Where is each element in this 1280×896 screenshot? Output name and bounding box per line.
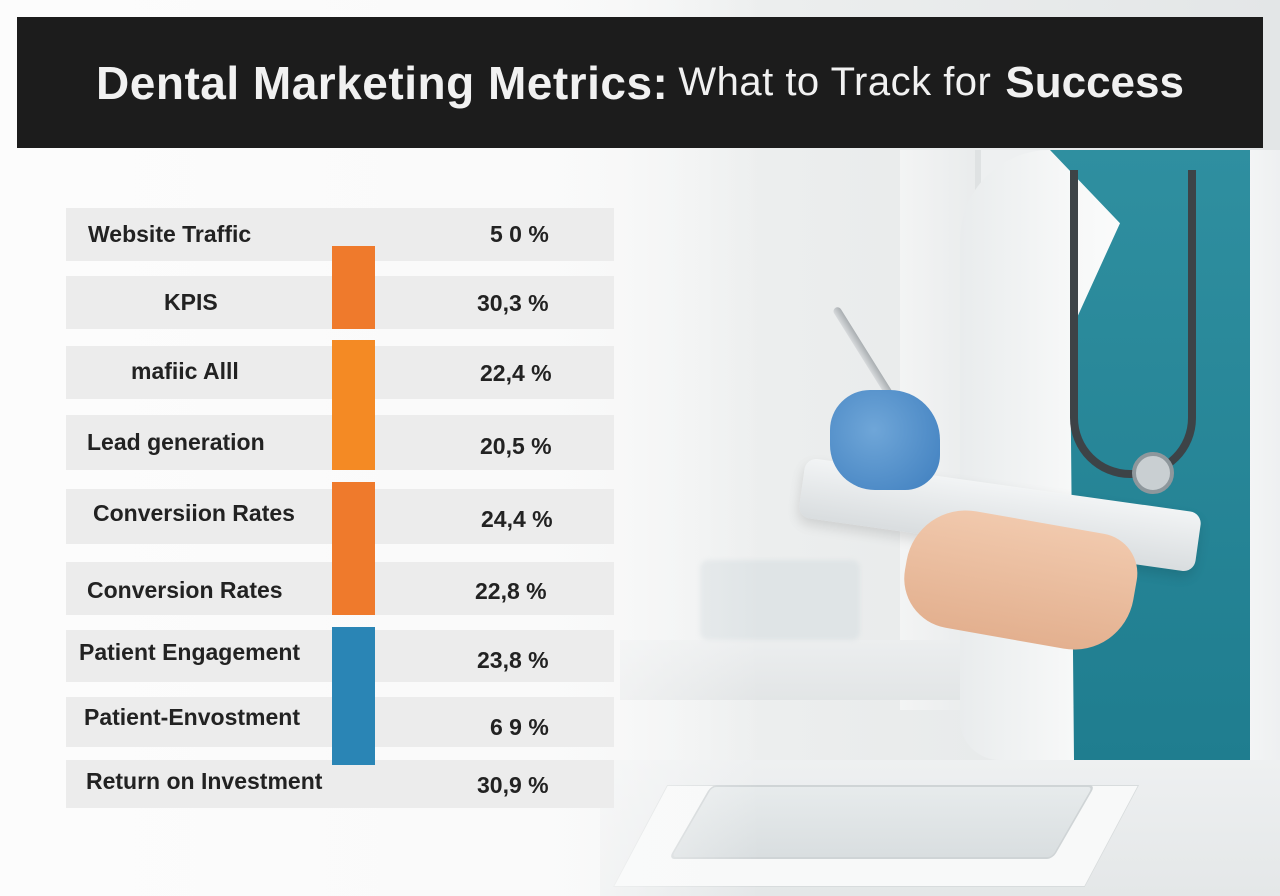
metric-value: 24,4 % [481,506,553,532]
metric-label: Conversion Rates [87,577,283,603]
title-banner: Dental Marketing Metrics: What to Track … [17,17,1263,148]
metric-row-return-on-investment [66,760,614,808]
orange-accent-bar [332,340,375,470]
metric-label: Patient-Envostment [84,704,300,730]
metric-value: 22,4 % [480,360,552,386]
metric-value: 6 9 % [490,714,549,740]
title-part-3: Success [1005,57,1184,107]
metric-value: 23,8 % [477,647,549,673]
metric-label: mafiic Alll [131,358,239,384]
gloved-hand [830,390,940,490]
metric-label: Website Traffic [88,221,252,247]
metric-label: Lead generation [87,429,265,455]
metric-value: 22,8 % [475,578,547,604]
metric-label: Patient Engagement [79,639,301,665]
title-part-2: What to Track for [678,60,992,104]
metric-value: 5 0 % [490,221,549,247]
metric-value: 20,5 % [480,433,552,459]
metric-value: 30,9 % [477,772,549,798]
orange-accent-bar [332,482,375,615]
metric-label: Return on Investment [86,768,323,794]
orange-accent-bar [332,246,375,329]
metric-label: KPIS [164,289,218,315]
metric-label: Conversiion Rates [93,500,295,526]
title-part-1: Dental Marketing Metrics: [96,56,669,109]
metric-value: 30,3 % [477,290,549,316]
blue-accent-bar [332,627,375,765]
stethoscope-head [1132,452,1174,494]
stethoscope [1070,170,1196,478]
